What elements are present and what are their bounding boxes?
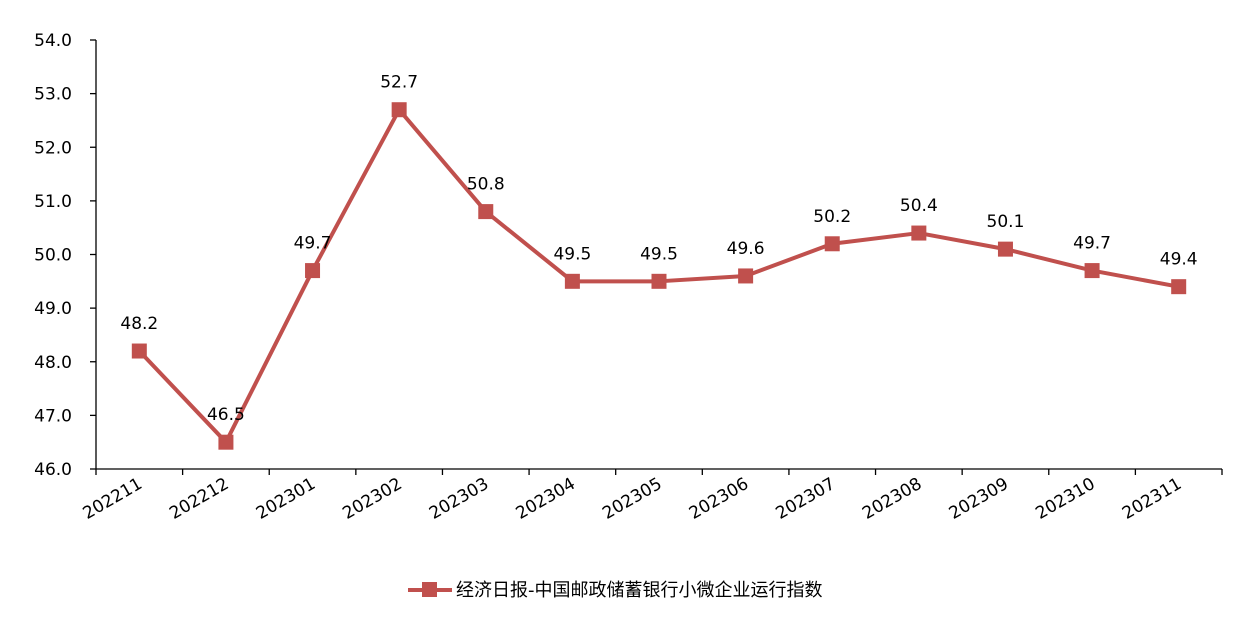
data-point-marker [997,241,1013,257]
x-tick-label: 202309 [946,474,1012,524]
y-tick-label: 50.0 [34,246,72,266]
y-tick-label: 48.0 [34,353,72,373]
x-axis: 202211 202212 202301 202302 202303 202304 2023… [80,468,1223,524]
x-tick-label: 202304 [513,474,579,524]
data-point-marker [824,236,840,252]
legend-label: 经济日报-中国邮政储蓄银行小微企业运行指数 [456,580,823,601]
data-label: 50.2 [813,207,851,227]
y-tick-label: 46.0 [34,460,72,480]
y-tick-label: 52.0 [34,138,72,158]
series-layer [131,102,1187,450]
legend-marker-swatch [422,582,437,597]
data-point-marker [1171,279,1187,295]
x-tick-label: 202302 [339,474,405,524]
x-tick-label: 202303 [426,474,492,524]
y-tick-label: 51.0 [34,192,72,212]
data-point-marker [1084,263,1100,279]
data-labels: 48.2 46.5 49.7 52.7 50.8 49.5 49.5 49.6 50.2 50.4… [120,73,1197,425]
data-point-marker [564,273,580,289]
x-tick-label: 202311 [1119,474,1185,524]
data-label: 52.7 [380,73,418,93]
x-tick-label: 202212 [166,474,232,524]
data-point-marker [651,273,667,289]
x-tick-label: 202305 [599,474,665,524]
legend: 经济日报-中国邮政储蓄银行小微企业运行指数 [408,580,823,601]
data-point-marker [305,263,321,279]
data-point-marker [218,434,234,450]
data-point-marker [911,225,927,241]
y-tick-label: 54.0 [34,31,72,51]
data-label: 48.2 [120,314,158,334]
x-tick-label: 202308 [859,474,925,524]
data-point-marker [738,268,754,284]
y-axis: 46.0 47.0 48.0 49.0 50.0 51.0 52.0 53.0 54.0 [34,31,97,480]
data-label: 50.1 [987,212,1025,232]
y-tick-label: 47.0 [34,406,72,426]
data-label: 49.7 [294,234,332,254]
x-tick-label: 202307 [773,474,839,524]
data-label: 49.5 [640,244,678,264]
x-tick-label: 202211 [80,474,146,524]
x-tick-label: 202301 [253,474,319,524]
y-tick-label: 49.0 [34,299,72,319]
data-point-marker [131,343,147,359]
x-tick-label: 202310 [1032,474,1098,524]
data-label: 50.4 [900,196,938,216]
data-point-marker [478,204,494,220]
data-label: 49.6 [727,239,765,259]
y-tick-label: 53.0 [34,85,72,105]
data-label: 49.4 [1160,250,1198,270]
data-label: 46.5 [207,405,245,425]
data-label: 49.5 [553,244,591,264]
data-label: 50.8 [467,175,505,195]
data-point-marker [391,102,407,118]
x-tick-label: 202306 [686,474,752,524]
data-label: 49.7 [1073,234,1111,254]
